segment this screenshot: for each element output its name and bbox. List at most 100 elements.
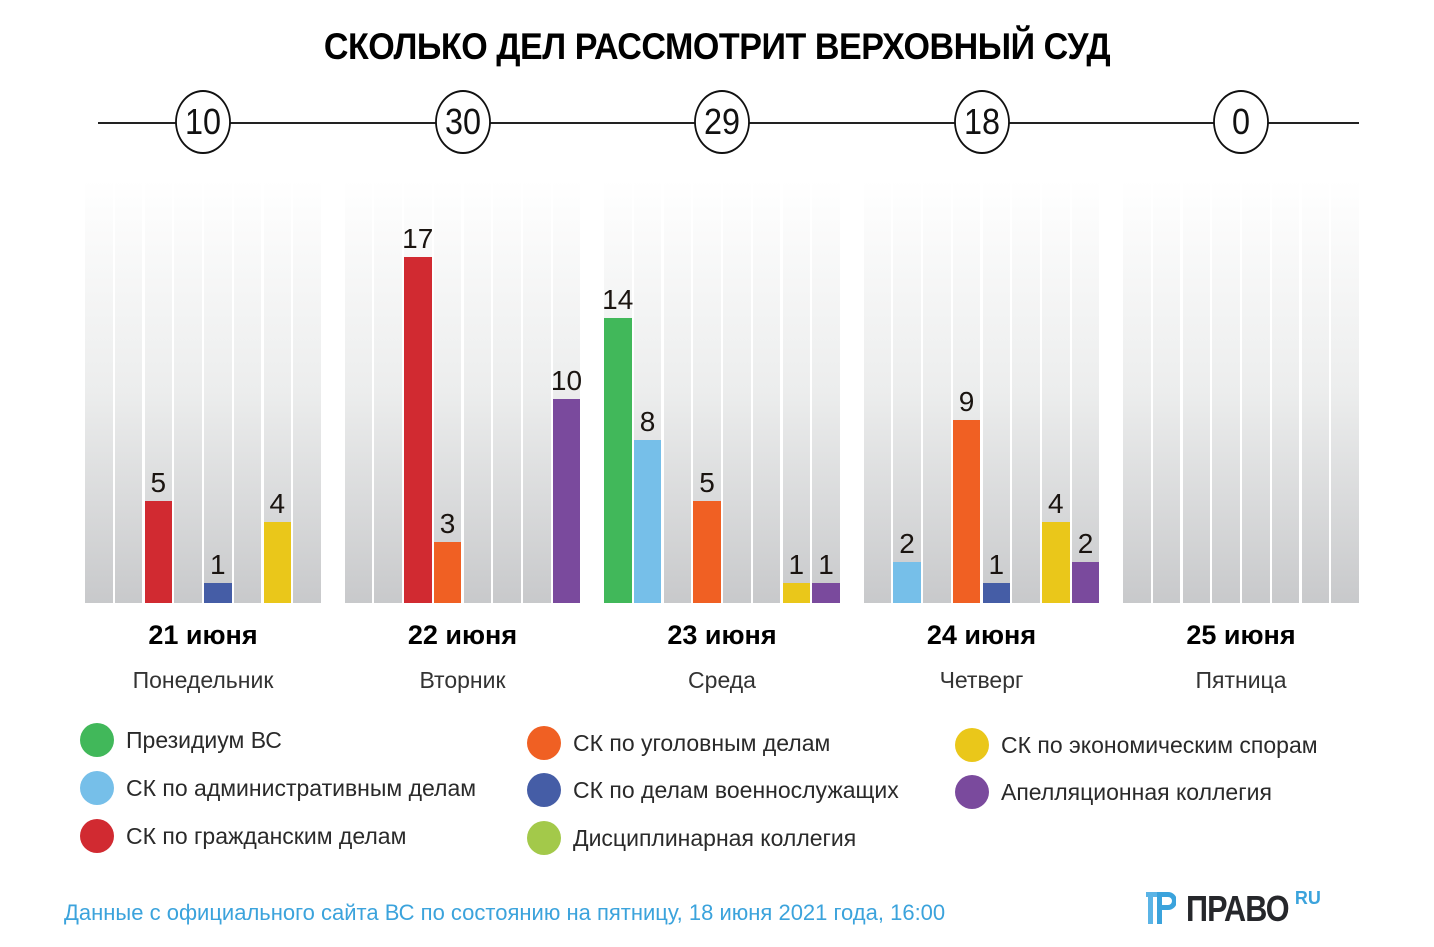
legend-item[interactable]: СК по административным делам xyxy=(80,768,476,808)
legend-label: СК по гражданским делам xyxy=(126,822,407,849)
legend-color-swatch xyxy=(527,821,561,855)
bar[interactable] xyxy=(204,582,232,603)
bar-value-label: 1 xyxy=(988,548,1005,580)
weekday-label: Понедельник xyxy=(132,667,274,693)
column-background xyxy=(1071,180,1100,603)
column-background xyxy=(663,180,691,603)
column-background xyxy=(923,180,951,603)
column-background xyxy=(233,180,262,603)
column-background xyxy=(893,180,921,603)
bar-value-label: 4 xyxy=(1047,487,1064,519)
bar-value-label: 5 xyxy=(150,467,167,499)
bar[interactable] xyxy=(893,562,921,603)
day-date-label: 21 июня xyxy=(148,620,258,650)
day-date-label: 25 июня xyxy=(1186,620,1296,650)
column-background xyxy=(1301,180,1329,603)
bar-value-label: 2 xyxy=(1077,528,1094,560)
bar-value-label: 10 xyxy=(550,365,583,397)
bar-value-label: 3 xyxy=(439,507,456,539)
day-total-badge: 30 xyxy=(434,90,491,154)
legend-color-swatch xyxy=(527,726,561,760)
bar[interactable] xyxy=(982,582,1010,603)
legend-label: Апелляционная коллегия xyxy=(1001,778,1272,805)
column-background xyxy=(752,180,781,603)
bar[interactable] xyxy=(263,521,291,603)
legend-item[interactable]: СК по экономическим спорам xyxy=(955,725,1318,765)
legend-label: СК по делам военнослужащих xyxy=(573,776,899,803)
bar[interactable] xyxy=(144,501,172,603)
legend-color-swatch xyxy=(80,771,114,805)
legend-item[interactable]: СК по гражданским делам xyxy=(80,816,406,856)
column-background xyxy=(1331,180,1359,603)
weekday-label: Среда xyxy=(688,667,756,693)
legend-color-swatch xyxy=(527,773,561,807)
legend-label: СК по уголовным делам xyxy=(573,729,831,756)
legend-item[interactable]: Дисциплинарная коллегия xyxy=(527,818,856,858)
legend-item[interactable]: Президиум ВС xyxy=(80,720,282,760)
bar[interactable] xyxy=(633,440,662,603)
day-total-badge: 29 xyxy=(694,90,750,154)
column-background xyxy=(863,180,891,603)
pravo-ru-logo[interactable]: ПРАВО RU xyxy=(1146,888,1321,929)
bar-value-label: 4 xyxy=(269,487,286,519)
legend-item[interactable]: СК по уголовным делам xyxy=(527,723,830,763)
source-note: Данные с официального сайта ВС по состоя… xyxy=(64,900,946,925)
bar[interactable] xyxy=(604,318,632,603)
column-background xyxy=(1242,180,1270,603)
legend-label: СК по административным делам xyxy=(126,774,477,801)
legend-label: Президиум ВС xyxy=(126,726,282,753)
legend-item[interactable]: СК по делам военнослужащих xyxy=(527,770,899,810)
column-background xyxy=(433,180,462,603)
column-background xyxy=(85,180,113,603)
column-background xyxy=(982,180,1010,603)
column-background xyxy=(374,180,402,603)
legend-label: Дисциплинарная коллегия xyxy=(573,824,857,851)
pravo-logo-icon xyxy=(1146,890,1177,924)
column-background xyxy=(523,180,551,603)
column-background xyxy=(174,180,202,603)
bar[interactable] xyxy=(404,257,432,603)
bar[interactable] xyxy=(812,582,840,603)
logo-text: ПРАВО xyxy=(1186,888,1290,929)
bar-value-label: 1 xyxy=(788,548,805,580)
column-background xyxy=(493,180,521,603)
bar[interactable] xyxy=(693,501,721,603)
legend-item[interactable]: Апелляционная коллегия xyxy=(955,772,1272,812)
day-date-label: 22 июня xyxy=(407,620,518,650)
bar[interactable] xyxy=(552,399,581,603)
bar-value-label: 1 xyxy=(209,548,226,580)
column-background xyxy=(463,180,491,603)
column-background xyxy=(114,180,143,603)
column-background xyxy=(1123,180,1151,603)
legend-color-swatch xyxy=(955,775,989,809)
daily-totals-timeline: 10 30 29 18 0 xyxy=(0,0,1434,180)
bar-value-label: 1 xyxy=(818,548,834,580)
column-background xyxy=(1182,180,1210,603)
legend-color-swatch xyxy=(80,819,114,853)
column-background xyxy=(1212,180,1240,603)
bar[interactable] xyxy=(1042,521,1070,603)
bar[interactable] xyxy=(433,541,462,603)
column-background xyxy=(344,180,372,603)
chart-title: СКОЛЬКО ДЕЛ РАССМОТРИТ ВЕРХОВНЫЙ СУД xyxy=(323,26,1111,67)
day-total-badge: 10 xyxy=(175,90,231,154)
day-date-label: 24 июня xyxy=(926,620,1037,650)
bar[interactable] xyxy=(1071,562,1100,603)
column-background xyxy=(723,180,751,603)
legend-color-swatch xyxy=(955,728,989,762)
day-total-badge: 18 xyxy=(953,90,1010,154)
column-background xyxy=(1012,180,1040,603)
bar-value-label: 8 xyxy=(639,406,656,438)
bar-value-label: 9 xyxy=(958,385,975,417)
bar-value-label: 17 xyxy=(402,223,434,254)
column-background xyxy=(782,180,810,603)
bar[interactable] xyxy=(952,419,981,603)
column-background xyxy=(1152,180,1181,603)
bar-value-label: 2 xyxy=(899,528,915,560)
column-background xyxy=(812,180,840,603)
legend-color-swatch xyxy=(80,723,114,757)
bar-value-label: 14 xyxy=(602,284,634,316)
bar[interactable] xyxy=(782,582,810,603)
day-total-badge: 0 xyxy=(1213,90,1269,154)
